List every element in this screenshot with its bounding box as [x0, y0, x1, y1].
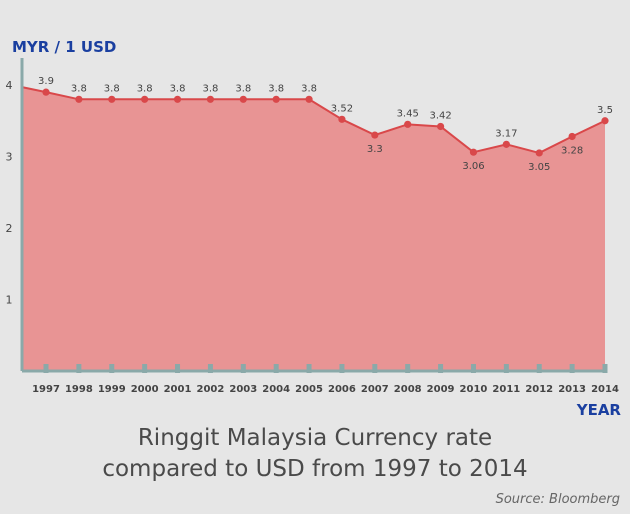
x-tick-label: 1997: [32, 384, 60, 395]
data-label: 3.8: [202, 83, 218, 94]
data-label: 3.52: [331, 103, 353, 114]
data-point: [404, 120, 412, 128]
x-tick-label: 2008: [394, 384, 422, 395]
data-label: 3.8: [170, 83, 186, 94]
x-tick-mark: [76, 364, 82, 373]
y-tick-label: 1: [6, 294, 13, 307]
x-tick-label: 2014: [591, 384, 619, 395]
x-tick-label: 2006: [328, 384, 356, 395]
x-tick-label: 2005: [295, 384, 323, 395]
x-tick-mark: [109, 364, 115, 373]
chart-title: Ringgit Malaysia Currency rate compared …: [0, 423, 630, 485]
data-point: [272, 95, 280, 103]
x-tick-mark: [503, 364, 509, 373]
data-point: [502, 140, 510, 148]
x-tick-label: 2013: [558, 384, 586, 395]
x-axis-title: YEAR: [576, 401, 622, 419]
source-note: Source: Bloomberg: [495, 492, 620, 507]
chart-title-line-2: compared to USD from 1997 to 2014: [102, 456, 528, 482]
x-tick-mark: [207, 364, 213, 373]
y-tick-label: 4: [6, 79, 13, 92]
y-tick-label: 2: [6, 222, 13, 235]
x-tick-mark: [372, 364, 378, 373]
x-tick-mark: [43, 364, 49, 373]
data-point: [338, 115, 346, 123]
x-tick-label: 1998: [65, 384, 93, 395]
data-point: [371, 131, 379, 139]
y-axis-title: MYR / 1 USD: [12, 38, 116, 56]
data-point: [42, 88, 50, 96]
data-label: 3.05: [528, 162, 550, 173]
data-point: [173, 95, 182, 103]
x-tick-label: 2003: [229, 384, 257, 395]
x-tick-mark: [339, 364, 345, 373]
x-tick-mark: [405, 364, 411, 373]
data-point: [568, 132, 576, 141]
x-tick-label: 1999: [98, 384, 126, 395]
data-label: 3.8: [268, 83, 284, 94]
data-point: [239, 95, 247, 103]
data-label: 3.42: [429, 110, 451, 121]
data-label: 3.5: [597, 105, 613, 116]
data-label: 3.3: [367, 144, 383, 155]
data-label: 3.8: [301, 83, 317, 94]
x-tick-mark: [569, 364, 575, 373]
data-label: 3.8: [104, 83, 120, 94]
x-tick-mark: [175, 364, 181, 373]
x-tick-label: 2001: [164, 384, 192, 395]
data-point: [141, 95, 149, 103]
data-label: 3.9: [38, 76, 54, 87]
x-tick-mark: [602, 364, 608, 373]
data-label: 3.8: [71, 83, 87, 94]
data-point: [535, 149, 543, 157]
x-tick-mark: [470, 364, 476, 373]
x-tick-mark: [273, 364, 279, 373]
x-tick-label: 2002: [196, 384, 224, 395]
data-label: 3.8: [137, 83, 153, 94]
x-tick-label: 2012: [525, 384, 553, 395]
data-point: [305, 95, 313, 103]
x-tick-label: 2007: [361, 384, 389, 395]
data-label: 3.28: [561, 145, 583, 156]
data-label: 3.8: [235, 83, 251, 94]
x-tick-mark: [438, 364, 444, 373]
area-fill: [22, 87, 605, 372]
data-point: [436, 122, 445, 131]
x-tick-label: 2009: [427, 384, 455, 395]
x-tick-label: 2010: [460, 384, 488, 395]
data-label: 3.45: [397, 108, 419, 119]
x-tick-label: 2000: [131, 384, 159, 395]
data-point: [469, 148, 478, 156]
chart-title-line-1: Ringgit Malaysia Currency rate: [137, 425, 493, 451]
x-tick-mark: [306, 364, 312, 373]
x-tick-mark: [142, 364, 148, 373]
x-tick-mark: [240, 364, 246, 373]
y-tick-label: 3: [6, 151, 13, 164]
data-point: [601, 117, 609, 125]
data-label: 3.06: [462, 161, 484, 172]
x-tick-label: 2004: [262, 384, 290, 395]
data-point: [75, 95, 83, 103]
x-tick-mark: [536, 364, 542, 373]
data-label: 3.17: [495, 128, 517, 139]
x-tick-label: 2011: [492, 384, 520, 395]
data-point: [108, 95, 116, 103]
data-point: [206, 95, 215, 103]
